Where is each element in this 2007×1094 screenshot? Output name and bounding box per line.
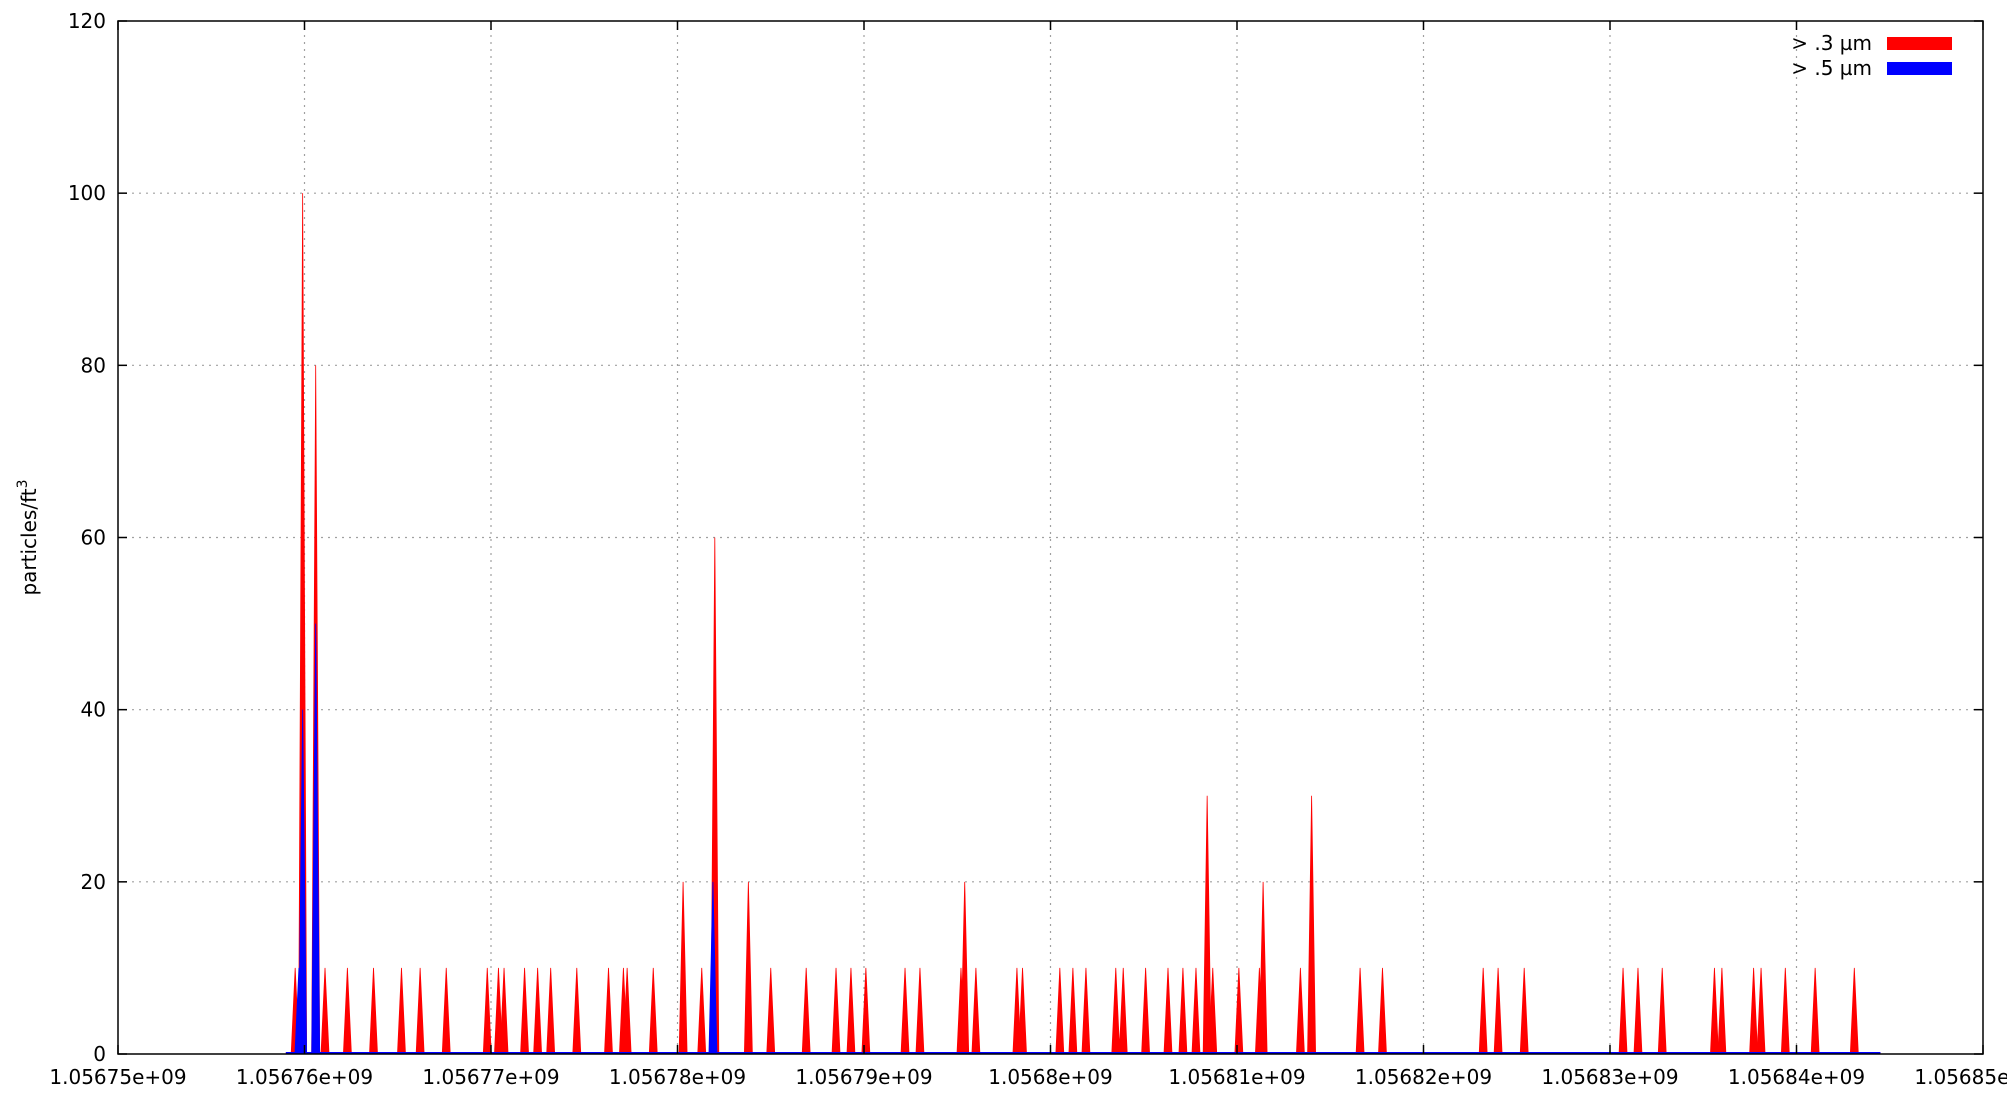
data-spike — [1163, 967, 1173, 1055]
data-spike — [1141, 967, 1151, 1055]
x-tick-label: 1.05676e+09 — [236, 1065, 373, 1089]
series-0 — [285, 193, 1881, 1055]
data-spike — [1068, 967, 1078, 1055]
x-tick-label: 1.05681e+09 — [1168, 1065, 1305, 1089]
x-tick-label: 1.05685e+09 — [1914, 1065, 2007, 1089]
data-spike — [960, 881, 970, 1055]
data-spike — [1081, 967, 1091, 1055]
data-spike — [1657, 967, 1667, 1055]
x-tick-label: 1.05682e+09 — [1355, 1065, 1492, 1089]
tick-labels: 1.05675e+09 1.05676e+09 1.05677e+09 1.05678… — [49, 9, 2007, 1089]
data-spike — [1378, 967, 1387, 1055]
data-spike — [831, 967, 841, 1055]
legend: > .3 µm> .5 µm — [1791, 31, 1952, 80]
data-spike — [342, 967, 352, 1055]
data-spike — [697, 967, 707, 1055]
y-tick-label: 60 — [81, 526, 106, 550]
legend-swatch — [1887, 37, 1952, 50]
x-tick-label: 1.05678e+09 — [609, 1065, 746, 1089]
data-spike — [533, 967, 543, 1055]
x-tick-label: 1.05684e+09 — [1728, 1065, 1865, 1089]
series-areas — [285, 193, 1881, 1055]
data-spike — [1618, 967, 1628, 1055]
data-spike — [1234, 967, 1244, 1055]
data-spike — [1478, 967, 1488, 1055]
data-spike — [915, 967, 925, 1055]
data-spike — [546, 967, 556, 1055]
data-spike — [1749, 967, 1759, 1055]
data-spike — [415, 967, 425, 1055]
data-spike — [1519, 967, 1529, 1055]
data-spike — [1849, 967, 1859, 1055]
data-spike — [1018, 967, 1027, 1055]
data-spike — [1780, 967, 1790, 1055]
data-spike — [320, 967, 330, 1055]
data-spike — [1111, 967, 1121, 1055]
data-spike — [1118, 967, 1128, 1055]
legend-label: > .5 µm — [1791, 56, 1872, 80]
legend-swatch — [1887, 62, 1952, 75]
data-spike — [1202, 795, 1212, 1055]
x-tick-label: 1.05679e+09 — [795, 1065, 932, 1089]
x-tick-label: 1.05683e+09 — [1541, 1065, 1678, 1089]
data-spike — [397, 967, 406, 1055]
legend-label: > .3 µm — [1791, 31, 1872, 55]
data-spike — [482, 967, 492, 1055]
data-spike — [1493, 967, 1503, 1055]
data-spike — [648, 967, 658, 1055]
data-spike — [499, 967, 509, 1055]
y-tick-label: 0 — [93, 1042, 106, 1066]
data-spike — [1055, 967, 1065, 1055]
data-spike — [1178, 967, 1188, 1055]
y-tick-label: 80 — [81, 353, 106, 377]
y-axis-title: particles/ft3 — [15, 479, 41, 595]
series-1 — [285, 623, 1881, 1055]
data-spike — [1307, 795, 1317, 1055]
data-spike — [1633, 967, 1643, 1055]
y-tick-label: 100 — [68, 181, 106, 205]
x-tick-label: 1.05675e+09 — [49, 1065, 186, 1089]
y-tick-label: 40 — [81, 698, 106, 722]
data-spike — [604, 967, 613, 1055]
data-spike — [766, 967, 776, 1055]
data-spike — [1810, 967, 1820, 1055]
y-tick-label: 20 — [81, 870, 106, 894]
data-spike — [1295, 967, 1305, 1055]
x-tick-label: 1.0568e+09 — [988, 1065, 1113, 1089]
data-spike — [520, 967, 529, 1055]
data-spike — [971, 967, 981, 1055]
data-spike — [441, 967, 451, 1055]
data-spike — [743, 881, 753, 1055]
data-spike — [678, 881, 688, 1055]
data-spike — [572, 967, 582, 1055]
data-spike — [1717, 967, 1727, 1055]
data-spike — [1355, 967, 1365, 1055]
y-tick-label: 120 — [68, 9, 106, 33]
data-spike — [1258, 881, 1268, 1055]
axis-ticks — [117, 20, 1984, 1055]
x-tick-label: 1.05677e+09 — [422, 1065, 559, 1089]
y-axis-title-superscript: 3 — [15, 479, 31, 488]
data-spike — [900, 967, 910, 1055]
data-spike — [801, 967, 811, 1055]
data-spike — [846, 967, 856, 1055]
y-axis-title-text: particles/ft — [17, 488, 41, 595]
gridlines — [118, 21, 1983, 1054]
data-spike — [861, 967, 871, 1055]
data-spike — [1756, 967, 1766, 1055]
data-spike — [1710, 967, 1719, 1055]
data-spike — [1191, 967, 1201, 1055]
data-spike — [369, 967, 378, 1055]
